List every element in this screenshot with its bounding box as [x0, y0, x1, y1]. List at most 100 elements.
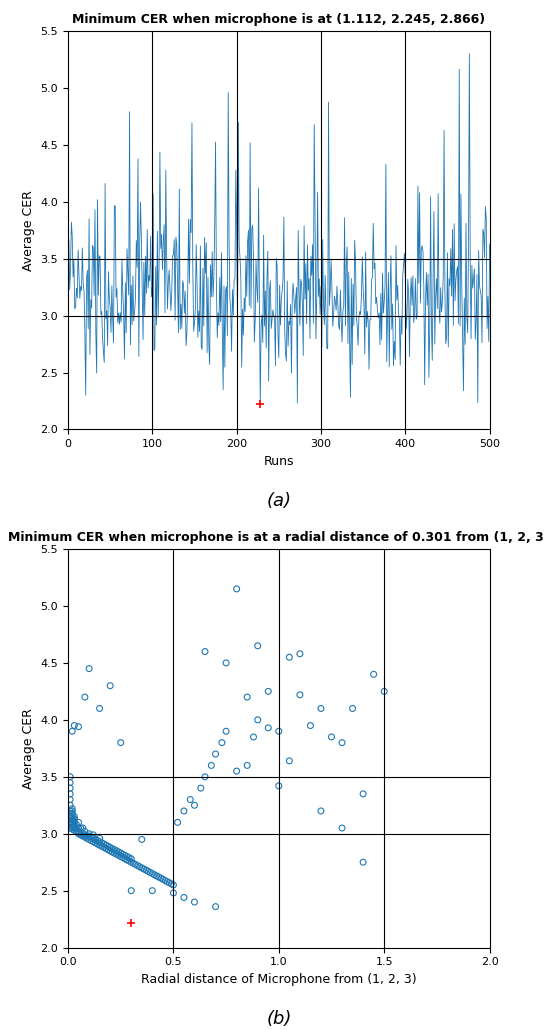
Point	[81, 689, 89, 706]
Point	[138, 860, 146, 877]
Point	[81, 823, 89, 839]
Text: (b): (b)	[266, 1010, 292, 1028]
Point	[112, 846, 121, 862]
Point	[207, 757, 215, 774]
Point	[89, 827, 98, 844]
Point	[160, 872, 169, 889]
Point	[112, 843, 121, 859]
Point	[95, 700, 104, 717]
Point	[85, 660, 94, 677]
Point	[97, 834, 106, 851]
Text: (a): (a)	[267, 492, 291, 510]
Point	[129, 855, 138, 871]
Point	[190, 894, 199, 911]
Point	[148, 883, 157, 899]
Point	[254, 638, 262, 654]
Point	[180, 889, 188, 905]
Point	[122, 849, 132, 865]
Point	[70, 717, 79, 733]
Point	[249, 728, 258, 745]
Point	[211, 898, 220, 915]
Point	[295, 646, 304, 662]
Point	[254, 712, 262, 728]
Point	[95, 836, 104, 853]
Point	[114, 847, 123, 863]
Point	[72, 817, 81, 833]
Point	[167, 876, 176, 892]
Point	[78, 825, 87, 842]
Point	[68, 814, 77, 830]
Point	[173, 814, 182, 830]
Point	[317, 700, 325, 717]
Point	[127, 854, 135, 870]
Point	[264, 720, 273, 736]
Point	[97, 838, 106, 855]
Point	[100, 839, 108, 856]
Point	[127, 883, 135, 899]
Point	[152, 867, 161, 884]
Point	[135, 859, 144, 876]
Point	[68, 810, 77, 826]
Point	[222, 723, 231, 740]
Point	[85, 831, 94, 848]
Point	[110, 845, 119, 861]
Point	[93, 835, 102, 852]
Point	[66, 775, 75, 791]
Point	[68, 819, 77, 835]
Point	[66, 820, 75, 836]
Point	[68, 821, 77, 837]
Point	[106, 839, 114, 856]
Title: Minimum CER when microphone is at a radial distance of 0.301 from (1, 2, 3): Minimum CER when microphone is at a radi…	[8, 530, 544, 544]
Point	[106, 678, 114, 694]
Point	[295, 687, 304, 703]
Point	[201, 644, 209, 660]
Point	[66, 791, 75, 808]
Point	[222, 655, 231, 672]
Point	[218, 734, 226, 751]
Point	[70, 809, 79, 825]
Point	[180, 802, 188, 819]
Point	[87, 832, 96, 849]
Point	[119, 850, 127, 866]
Point	[76, 827, 85, 844]
Point	[95, 830, 104, 847]
Point	[348, 700, 357, 717]
Point	[190, 797, 199, 814]
Point	[74, 823, 83, 839]
Point	[116, 845, 125, 861]
Point	[68, 723, 77, 740]
Point	[68, 817, 77, 833]
Point	[125, 850, 133, 866]
Point	[108, 844, 116, 860]
Point	[104, 842, 113, 858]
Point	[165, 874, 174, 891]
Point	[327, 728, 336, 745]
Point	[68, 808, 77, 824]
Point	[139, 861, 148, 878]
Point	[74, 820, 83, 836]
Point	[102, 840, 110, 857]
Point	[150, 866, 159, 883]
Point	[108, 840, 116, 857]
Point	[338, 820, 347, 836]
Point	[93, 832, 102, 849]
Point	[306, 717, 315, 733]
Point	[89, 830, 98, 847]
Point	[122, 852, 132, 868]
Point	[131, 856, 140, 872]
Point	[146, 864, 154, 881]
Point	[232, 763, 241, 780]
Point	[148, 865, 157, 882]
Point	[74, 719, 83, 735]
Point	[196, 780, 205, 796]
Point	[133, 857, 142, 873]
Point	[157, 870, 165, 887]
Point	[127, 851, 135, 867]
Point	[68, 802, 77, 819]
Point	[83, 828, 91, 845]
Point	[243, 689, 251, 706]
Point	[70, 813, 79, 829]
Point	[158, 871, 167, 888]
Point	[72, 823, 81, 839]
Point	[68, 800, 77, 817]
